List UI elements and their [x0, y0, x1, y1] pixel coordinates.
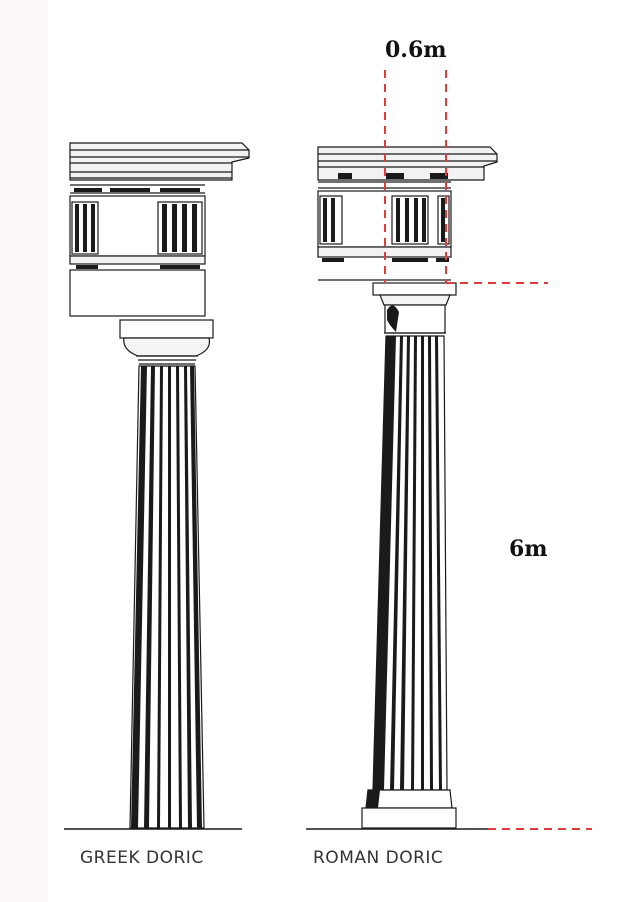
roman-doric-caption: ROMAN DORIC	[313, 848, 443, 868]
greek-cornice	[69, 142, 250, 194]
roman-doric-column	[317, 146, 498, 829]
roman-triglyph-center	[391, 195, 429, 245]
greek-doric-column	[69, 142, 250, 829]
dimension-lines	[384, 70, 592, 830]
roman-base	[361, 789, 457, 829]
greek-triglyph-left	[71, 201, 99, 255]
page-edge-shading	[0, 0, 48, 902]
greek-capital	[119, 319, 214, 365]
greek-triglyph-right	[157, 201, 203, 255]
greek-shaft	[129, 365, 205, 829]
roman-triglyph-right	[437, 195, 450, 245]
greek-architrave	[69, 269, 206, 317]
width-dimension-label: 0.6m	[385, 37, 447, 63]
roman-shaft	[372, 335, 448, 791]
greek-frieze	[69, 195, 206, 257]
greek-taenia	[69, 255, 206, 269]
roman-capital	[372, 282, 457, 334]
height-dimension-label: 6m	[509, 536, 548, 562]
roman-architrave	[317, 246, 452, 281]
roman-triglyph-left	[319, 195, 343, 245]
roman-cornice	[317, 146, 498, 189]
greek-doric-caption: GREEK DORIC	[80, 848, 204, 868]
